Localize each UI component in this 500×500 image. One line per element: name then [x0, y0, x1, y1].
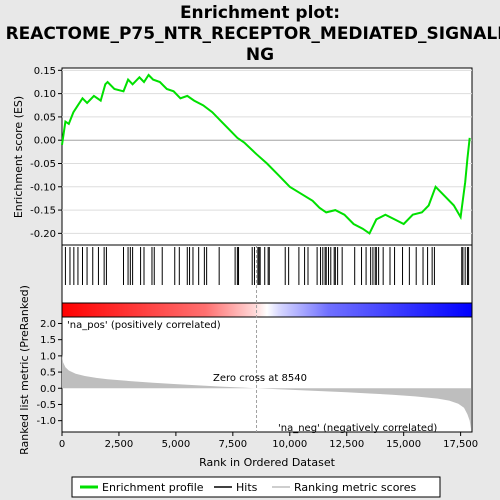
chart-title-line-2: REACTOME_P75_NTR_RECEPTOR_MEDIATED_SIGNA…: [6, 24, 500, 44]
ranking-metric-area: [62, 354, 471, 429]
enrichment-y-tick-label: 0.00: [34, 136, 56, 147]
ranking-y-tick-label: 1.5: [40, 335, 56, 346]
enrichment-panel: [61, 67, 473, 246]
chart-title-line-3: NG: [246, 45, 274, 65]
ranking-x-tick-label: 2,500: [105, 439, 134, 450]
legend-item-label: Ranking metric scores: [294, 481, 416, 494]
neg-correlated-label: 'na_neg' (negatively correlated): [278, 423, 437, 434]
ranking-panel: [61, 316, 473, 433]
ranking-y-ticks: 2.0 1.5 1.0 0.5 0.0 -0.5 -1.0: [36, 319, 62, 427]
enrichment-y-ticks: 0.15 0.10 0.05 0.00 -0.05 -0.10 -0.15 -0.20: [30, 66, 62, 240]
zero-cross-label: Zero cross at 8540: [213, 373, 307, 384]
enrichment-y-label: Enrichment score (ES): [12, 96, 25, 218]
enrichment-y-tick-label: -0.10: [30, 182, 56, 193]
ranking-y-tick-label: 0.5: [40, 368, 56, 379]
legend: Enrichment profile Hits Ranking metric sco…: [80, 481, 416, 494]
ranking-x-tick-label: 12,500: [329, 439, 364, 450]
enrichment-profile-line: [61, 73, 471, 235]
ranking-color-band: [61, 302, 473, 318]
ranking-y-tick-label: 0.0: [40, 384, 56, 395]
legend-box: [71, 476, 441, 498]
ranking-x-tick-label: 7,500: [219, 439, 248, 450]
enrichment-y-tick-label: 0.10: [34, 89, 56, 100]
ranking-x-tick-label: 5,000: [162, 439, 191, 450]
enrichment-y-tick-label: -0.15: [30, 206, 56, 217]
hits-ticks: [64, 247, 470, 285]
ranking-x-tick-label: 0: [59, 439, 65, 450]
legend-item-label: Enrichment profile: [102, 481, 204, 494]
ranking-x-label: Rank in Ordered Dataset: [199, 456, 336, 469]
ranking-y-tick-label: -0.5: [36, 400, 56, 411]
legend-item-label: Hits: [236, 481, 258, 494]
ranking-y-label: Ranked list metric (PreRanked): [18, 285, 31, 455]
chart-title-line-1: Enrichment plot:: [180, 3, 340, 23]
ranking-x-tick-label: 10,000: [272, 439, 307, 450]
ranking-y-tick-label: 1.0: [40, 351, 56, 362]
ranking-x-tick-label: 15,000: [386, 439, 421, 450]
enrichment-y-tick-label: 0.15: [34, 66, 56, 77]
ranking-x-tick-label: 17,500: [443, 439, 478, 450]
enrichment-y-tick-label: -0.20: [30, 229, 56, 240]
enrichment-y-tick-label: 0.05: [34, 112, 56, 123]
enrichment-y-tick-label: -0.05: [30, 159, 56, 170]
pos-correlated-label: 'na_pos' (positively correlated): [67, 320, 221, 331]
ranking-y-tick-label: 2.0: [40, 319, 56, 330]
ranking-y-tick-label: -1.0: [36, 416, 56, 427]
ranking-x-ticks: 0 2,500 5,000 7,500 10,000 12,500 15,000 17,500: [59, 432, 478, 450]
enrichment-gridlines: [62, 69, 472, 234]
